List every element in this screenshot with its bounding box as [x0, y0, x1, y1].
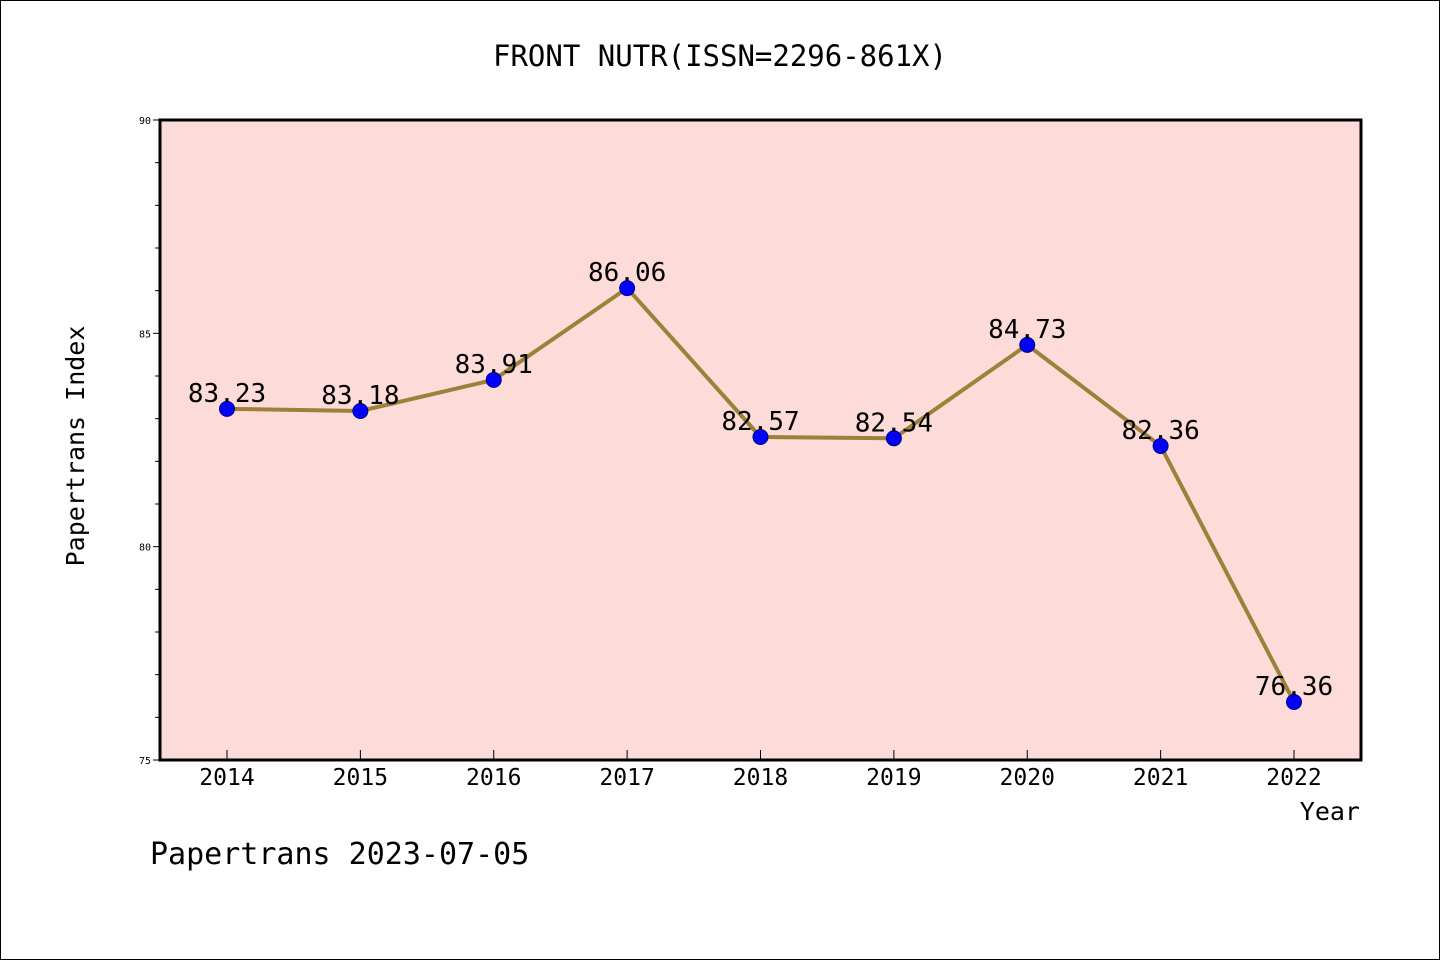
- x-tick-label: 2019: [866, 765, 921, 791]
- data-point-label: 84.73: [988, 315, 1066, 345]
- data-point-marker: [752, 429, 769, 446]
- data-point-label: 82.57: [721, 407, 799, 437]
- x-tick-label: 2016: [466, 765, 521, 791]
- data-point-marker: [1286, 693, 1302, 710]
- y-tick-label: 75: [139, 756, 151, 767]
- x-tick-label: 2017: [599, 765, 654, 791]
- data-point-label: 82.36: [1121, 416, 1199, 446]
- data-point-label: 83.91: [455, 350, 533, 380]
- data-point-label: 83.23: [188, 379, 266, 409]
- y-axis-label: Papertrans Index: [61, 326, 90, 567]
- data-point-marker: [1019, 336, 1036, 353]
- y-tick-label: 90: [139, 116, 151, 127]
- data-point-marker: [619, 280, 636, 297]
- chart-title: FRONT NUTR(ISSN=2296-861X): [493, 39, 947, 73]
- data-point-label: 86.06: [588, 258, 666, 288]
- data-point-label: 76.36: [1255, 672, 1333, 702]
- x-tick-label: 2022: [1266, 765, 1321, 791]
- x-axis-label: Year: [1300, 797, 1360, 826]
- data-labels: 83.23 83.18 83.91 86.06 82.57 82.54 84.73 82.36…: [188, 258, 1333, 702]
- data-point-label: 82.54: [855, 408, 933, 438]
- y-tick-label: 85: [139, 329, 151, 340]
- data-point-marker: [352, 402, 369, 419]
- x-tick-label: 2014: [199, 765, 254, 791]
- data-point-label: 83.18: [321, 381, 399, 411]
- y-tick-label: 80: [139, 543, 151, 554]
- footer-date: Papertrans 2023-07-05: [150, 837, 529, 872]
- x-tick-label: 2020: [1000, 765, 1055, 791]
- y-axis-ticks: 75 80 85 90: [139, 116, 160, 767]
- x-axis-ticks: 2014 2015 2016 2017 2018 2019 2020 2021 2022: [199, 750, 1322, 791]
- data-point-marker: [885, 430, 902, 447]
- x-tick-label: 2018: [733, 765, 788, 791]
- x-tick-label: 2021: [1133, 765, 1188, 791]
- data-point-marker: [219, 400, 235, 417]
- x-tick-label: 2015: [333, 765, 388, 791]
- data-point-marker: [1152, 437, 1169, 454]
- data-point-marker: [485, 371, 502, 388]
- data-markers: [219, 280, 1302, 710]
